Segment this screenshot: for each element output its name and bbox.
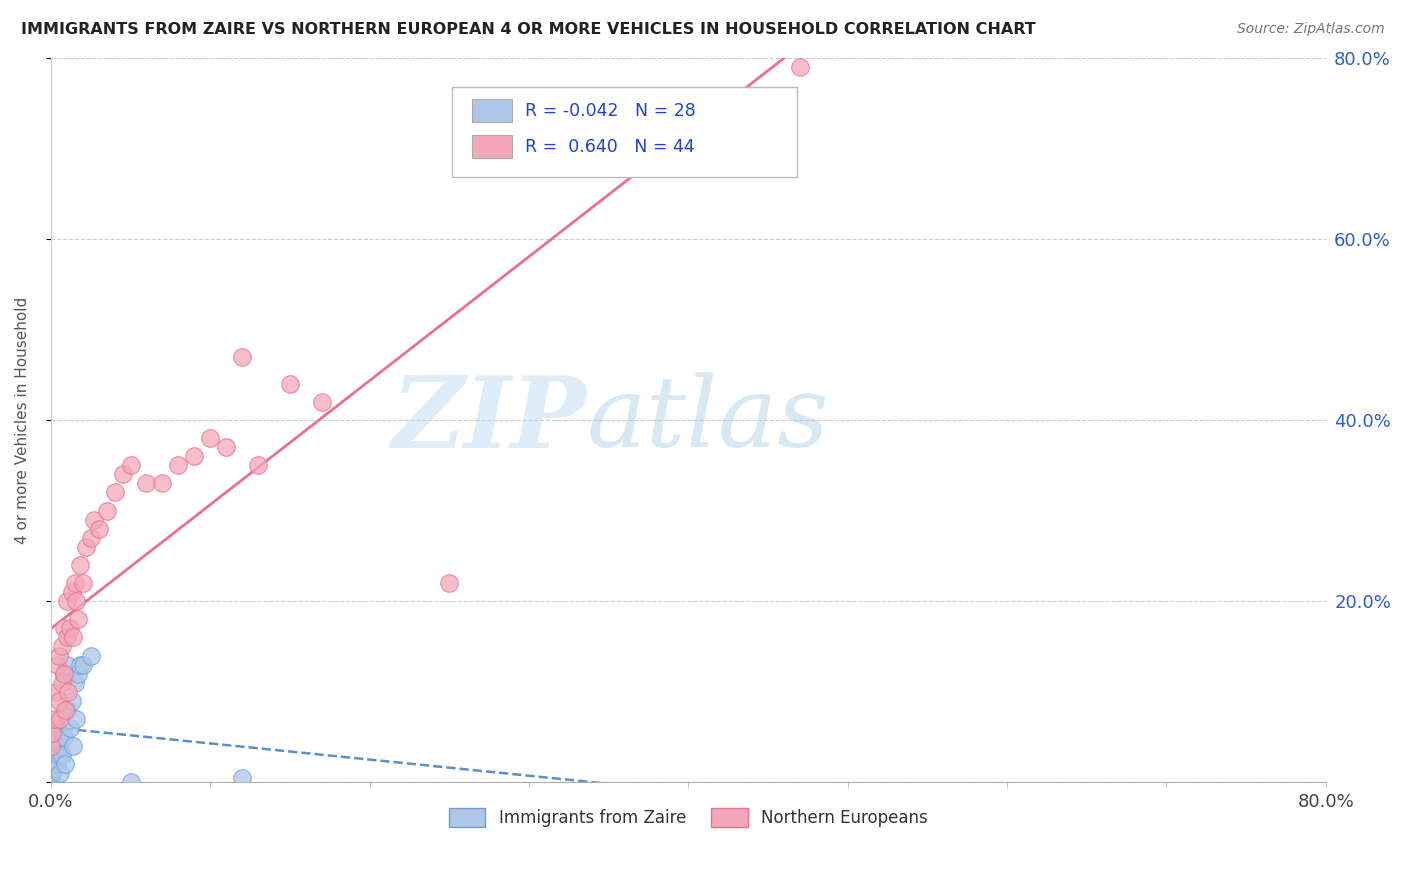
- Point: [103, 485, 125, 500]
- Point: [48, 694, 70, 708]
- Point: [45, 685, 67, 699]
- Point: [231, 771, 253, 785]
- Point: [215, 440, 238, 454]
- Point: [200, 431, 222, 445]
- Point: [65, 712, 87, 726]
- Text: ZIP: ZIP: [391, 372, 586, 468]
- Text: IMMIGRANTS FROM ZAIRE VS NORTHERN EUROPEAN 4 OR MORE VEHICLES IN HOUSEHOLD CORRE: IMMIGRANTS FROM ZAIRE VS NORTHERN EUROPE…: [21, 22, 1036, 37]
- Point: [111, 467, 134, 482]
- Point: [51, 675, 73, 690]
- Point: [41, 766, 63, 780]
- Point: [59, 621, 82, 635]
- FancyBboxPatch shape: [471, 99, 512, 122]
- Text: R =  0.640   N = 44: R = 0.640 N = 44: [524, 138, 695, 156]
- Point: [42, 762, 65, 776]
- Point: [49, 766, 72, 780]
- Point: [72, 657, 94, 672]
- Point: [87, 522, 110, 536]
- Point: [46, 757, 69, 772]
- Point: [66, 612, 89, 626]
- Point: [120, 458, 142, 473]
- Point: [63, 675, 86, 690]
- Point: [59, 721, 82, 735]
- Point: [167, 458, 190, 473]
- Point: [79, 648, 101, 663]
- Point: [51, 640, 73, 654]
- Point: [66, 666, 89, 681]
- Point: [150, 476, 173, 491]
- Point: [96, 503, 118, 517]
- Point: [52, 621, 75, 635]
- Point: [46, 657, 69, 672]
- Point: [278, 376, 301, 391]
- Point: [60, 694, 83, 708]
- Point: [41, 725, 63, 739]
- Point: [48, 648, 70, 663]
- Text: atlas: atlas: [586, 372, 830, 467]
- Point: [58, 685, 80, 699]
- Point: [135, 476, 157, 491]
- Point: [75, 540, 97, 554]
- Point: [55, 657, 77, 672]
- Legend: Immigrants from Zaire, Northern Europeans: Immigrants from Zaire, Northern European…: [440, 800, 936, 836]
- Point: [62, 631, 84, 645]
- Point: [79, 531, 101, 545]
- Point: [72, 576, 94, 591]
- Point: [48, 748, 70, 763]
- Point: [39, 739, 62, 753]
- Point: [69, 558, 91, 572]
- Point: [46, 721, 69, 735]
- Point: [49, 739, 72, 753]
- Point: [39, 771, 62, 785]
- Point: [439, 576, 461, 591]
- Point: [69, 657, 91, 672]
- Point: [45, 739, 67, 753]
- Point: [120, 775, 142, 789]
- Y-axis label: 4 or more Vehicles in Household: 4 or more Vehicles in Household: [15, 296, 30, 543]
- Point: [55, 594, 77, 608]
- Point: [53, 757, 76, 772]
- Text: R = -0.042   N = 28: R = -0.042 N = 28: [524, 102, 696, 120]
- Point: [42, 712, 65, 726]
- Point: [60, 585, 83, 599]
- FancyBboxPatch shape: [471, 136, 512, 159]
- Point: [83, 513, 105, 527]
- Point: [247, 458, 270, 473]
- Point: [65, 594, 87, 608]
- Point: [45, 753, 67, 767]
- Point: [231, 350, 253, 364]
- FancyBboxPatch shape: [453, 87, 797, 178]
- Point: [62, 739, 84, 753]
- Text: Source: ZipAtlas.com: Source: ZipAtlas.com: [1237, 22, 1385, 37]
- Point: [789, 60, 811, 74]
- Point: [311, 395, 333, 409]
- Point: [55, 631, 77, 645]
- Point: [63, 576, 86, 591]
- Point: [52, 666, 75, 681]
- Point: [53, 703, 76, 717]
- Point: [52, 666, 75, 681]
- Point: [49, 712, 72, 726]
- Point: [55, 703, 77, 717]
- Point: [52, 730, 75, 744]
- Point: [48, 730, 70, 744]
- Point: [51, 748, 73, 763]
- Point: [183, 449, 205, 463]
